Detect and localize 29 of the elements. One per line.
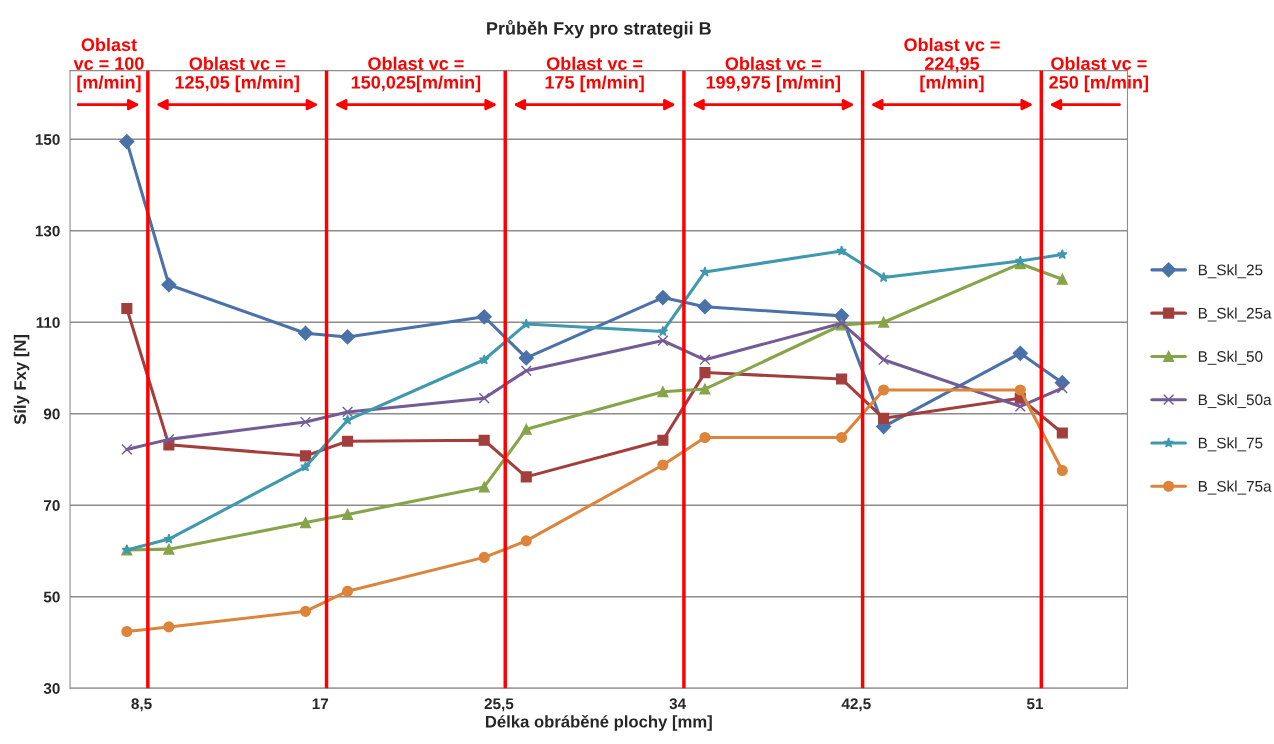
- legend-label: B_Skl_75a: [1198, 480, 1272, 495]
- y-tick-label: 130: [35, 225, 60, 237]
- legend-label: B_Skl_75: [1198, 437, 1263, 452]
- legend-label: B_Skl_25: [1198, 264, 1263, 279]
- x-tick-label: 17: [312, 698, 329, 709]
- y-tick-label: 70: [44, 500, 60, 511]
- x-tick-label: 42,5: [841, 698, 871, 712]
- annotation: Oblast vc = 125,05 [m/min]: [175, 56, 299, 93]
- x-tick-label: 25,5: [484, 698, 514, 712]
- x-tick-label: 34: [669, 698, 687, 710]
- x-axis-title: Délka obráběné plochy [mm]: [485, 714, 712, 731]
- y-tick-label: 110: [36, 317, 60, 328]
- y-tick-label: 30: [43, 683, 60, 694]
- legend-label: B_Skl_25a: [1198, 307, 1272, 322]
- y-tick-label: 150: [35, 134, 60, 145]
- y-tick-label: 90: [43, 408, 60, 420]
- y-axis-title: Síly Fxy [N]: [13, 334, 30, 425]
- x-tick-label: 51: [1026, 698, 1044, 710]
- annotation: Oblast vc = 199,975 [m/min]: [706, 56, 840, 93]
- y-tick-label: 50: [43, 591, 60, 603]
- x-tick-label: 8,5: [131, 698, 152, 712]
- annotation: Oblast vc = 224,95 [m/min]: [904, 37, 1000, 93]
- annotation: Oblast vc = 175 [m/min]: [545, 56, 644, 93]
- legend-label: B_Skl_50: [1198, 350, 1263, 365]
- annotation: Oblast vc = 250 [m/min]: [1049, 56, 1148, 93]
- chart-title: Průběh Fxy pro strategii B: [487, 20, 711, 39]
- legend-label: B_Skl_50a: [1198, 393, 1272, 409]
- annotation: Oblast vc = 100 [m/min]: [73, 37, 144, 93]
- annotation: Oblast vc = 150,025[m/min]: [351, 56, 481, 93]
